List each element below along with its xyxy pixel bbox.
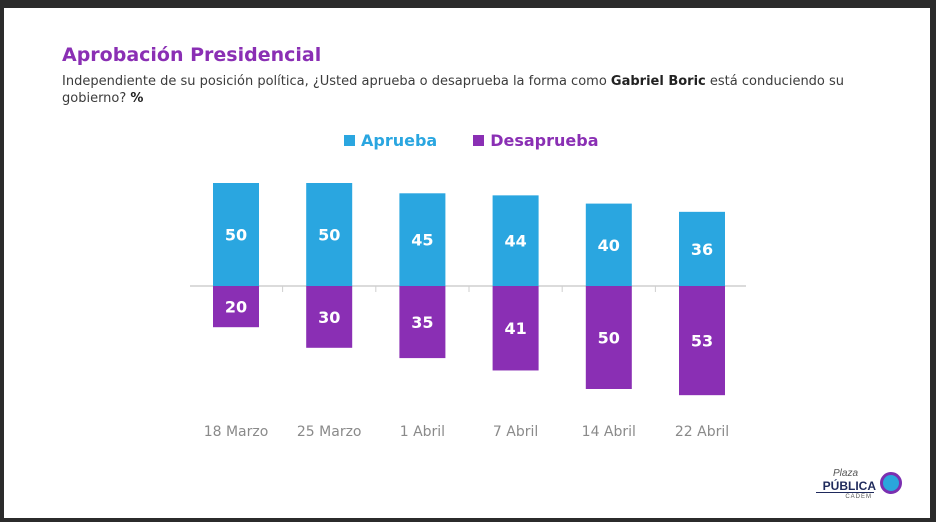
legend-item-aprueba: Aprueba (344, 131, 437, 150)
x-tick-label-0: 18 Marzo (204, 424, 269, 440)
bar-aprueba-0 (213, 183, 259, 286)
bar-aprueba-2 (399, 193, 446, 286)
bar-aprueba-3 (492, 195, 539, 286)
data-label-desaprueba-0: 20 (225, 298, 247, 317)
x-tick-label-1: 25 Marzo (297, 424, 362, 440)
chart-title: Aprobación Presidencial (62, 44, 322, 66)
bar-desaprueba-5 (679, 286, 725, 396)
logo-text-plaza: Plaza (832, 468, 858, 479)
subtitle-question-start: Independiente de su posición política, ¿… (62, 74, 611, 89)
chart-slide: Aprobación Presidencial Independiente de… (4, 8, 930, 518)
x-tick-label-3: 7 Abril (493, 424, 538, 440)
subtitle-question-end: está conduciendo su gobierno? (62, 74, 845, 106)
chart-legend: Aprueba Desaprueba (344, 131, 599, 150)
plaza-publica-cadem-logo: Plaza PÚBLICA CADEM (806, 468, 902, 508)
data-label-desaprueba-1: 30 (318, 308, 340, 327)
data-label-aprueba-5: 36 (691, 240, 713, 259)
subtitle-unit: % (130, 91, 144, 106)
chart-subtitle: Independiente de su posición política, ¿… (62, 73, 882, 107)
bar-desaprueba-0 (213, 286, 259, 328)
x-tick-label-2: 1 Abril (400, 424, 445, 440)
data-label-desaprueba-4: 50 (598, 329, 620, 348)
logo-text-publica: PÚBLICA (822, 479, 876, 493)
logo-q-icon (880, 472, 902, 494)
legend-swatch-aprueba (344, 135, 355, 146)
data-label-aprueba-3: 44 (504, 232, 526, 251)
subtitle-president-name: Gabriel Boric (610, 74, 706, 89)
data-label-aprueba-2: 45 (411, 231, 433, 250)
legend-label-desaprueba: Desaprueba (490, 131, 599, 150)
data-label-desaprueba-5: 53 (691, 332, 713, 351)
bar-desaprueba-1 (306, 286, 353, 348)
data-label-desaprueba-2: 35 (411, 313, 433, 332)
legend-label-aprueba: Aprueba (361, 131, 438, 150)
bar-aprueba-4 (585, 203, 632, 286)
bar-desaprueba-4 (585, 286, 632, 389)
bar-aprueba-5 (679, 211, 725, 286)
logo-text-cadem: CADEM (845, 494, 872, 500)
bar-aprueba-1 (306, 183, 353, 286)
data-label-desaprueba-3: 41 (504, 319, 526, 338)
data-label-aprueba-0: 50 (225, 226, 247, 245)
bar-desaprueba-3 (492, 286, 539, 371)
data-label-aprueba-1: 50 (318, 226, 340, 245)
logo-underline (816, 492, 874, 493)
legend-item-desaprueba: Desaprueba (473, 131, 599, 150)
data-label-aprueba-4: 40 (598, 236, 620, 255)
bar-desaprueba-2 (399, 286, 446, 359)
bar-chart: 50 20 18 Marzo 50 30 25 Marzo 45 35 1 Abril 44 41 7… (190, 183, 746, 440)
x-tick-label-4: 14 Abril (582, 424, 636, 440)
x-tick-label-5: 22 Abril (675, 424, 729, 440)
legend-swatch-desaprueba (473, 135, 485, 146)
